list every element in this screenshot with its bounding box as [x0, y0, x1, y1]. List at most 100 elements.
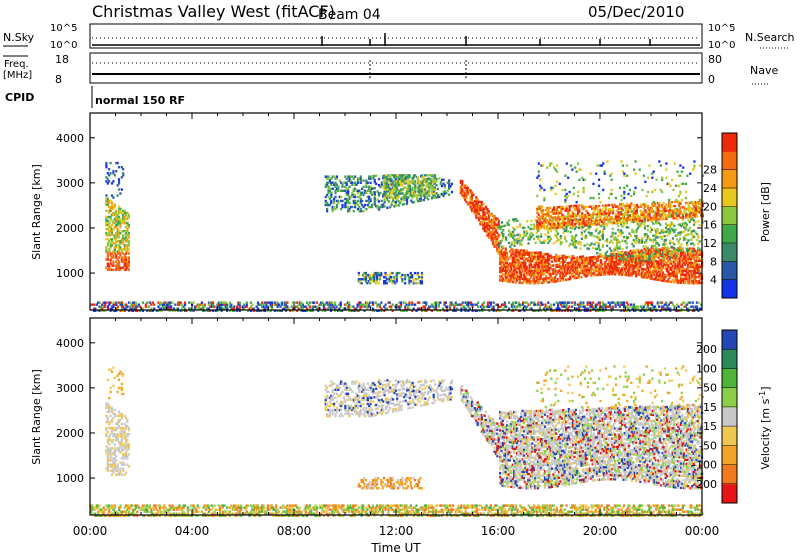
echo-cell — [650, 228, 654, 232]
echo-cell — [627, 216, 630, 220]
echo-cell — [216, 303, 219, 306]
echo-cell — [429, 182, 432, 185]
echo-cell — [605, 269, 608, 272]
echo-cell — [602, 210, 605, 213]
echo-cell — [639, 255, 642, 258]
echo-cell — [513, 228, 516, 231]
echo-cell — [668, 250, 671, 253]
echo-cell — [499, 256, 502, 260]
echo-cell — [241, 305, 244, 308]
echo-cell — [696, 265, 699, 269]
echo-cell — [635, 203, 639, 207]
echo-cell — [590, 264, 593, 267]
echo-cell — [614, 215, 617, 219]
echo-cell — [341, 189, 344, 193]
echo-cell — [694, 203, 697, 206]
echo-cell — [541, 213, 545, 216]
echo-cell — [675, 275, 678, 278]
echo-cell — [418, 188, 421, 191]
echo-cell — [115, 260, 118, 263]
echo-cell — [667, 215, 670, 219]
echo-cell — [543, 221, 546, 224]
echo-cell — [233, 305, 236, 308]
echo-cell — [115, 268, 118, 271]
echo-cell — [521, 251, 524, 254]
echo-cell — [652, 244, 655, 248]
echo-cell — [539, 223, 542, 227]
echo-cell — [341, 203, 344, 207]
echo-cell — [531, 257, 534, 261]
echo-cell — [674, 277, 677, 280]
echo-cell — [679, 273, 683, 276]
echo-cell — [693, 203, 696, 206]
echo-cell — [511, 256, 514, 259]
echo-cell — [595, 207, 598, 210]
echo-cell — [655, 216, 658, 219]
echo-cell — [484, 223, 488, 227]
echo-cell — [668, 268, 671, 271]
echo-cell — [545, 267, 548, 270]
echo-cell — [535, 277, 538, 281]
echo-cell — [573, 258, 576, 262]
echo-cell — [116, 213, 119, 217]
echo-cell — [559, 277, 562, 280]
echo-cell — [228, 309, 232, 312]
echo-cell — [394, 176, 397, 179]
echo-cell — [506, 223, 509, 227]
echo-cell — [661, 190, 664, 194]
echo-cell — [643, 257, 647, 260]
echo-cell — [645, 233, 648, 236]
echo-cell — [684, 251, 687, 254]
echo-cell — [339, 309, 342, 312]
echo-cell — [582, 178, 585, 181]
echo-cell — [662, 243, 665, 246]
echo-cell — [329, 303, 333, 306]
echo-cell — [546, 281, 549, 284]
echo-cell — [676, 170, 679, 173]
echo-cell — [108, 201, 111, 204]
echo-cell — [648, 255, 651, 258]
echo-cell — [624, 256, 627, 259]
echo-cell — [497, 252, 500, 255]
echo-cell — [510, 266, 513, 269]
echo-cell — [422, 176, 425, 179]
echo-cell — [701, 204, 704, 208]
echo-cell — [646, 270, 649, 274]
echo-cell — [116, 240, 119, 243]
echo-cell — [540, 227, 543, 230]
echo-cell — [109, 215, 112, 219]
echo-cell — [487, 236, 490, 239]
echo-cell — [643, 227, 647, 230]
echo-cell — [587, 256, 590, 259]
echo-cell — [383, 192, 386, 195]
echo-cell — [359, 209, 362, 213]
echo-cell — [117, 250, 121, 253]
echo-cell — [658, 272, 662, 276]
echo-cell — [644, 217, 647, 220]
echo-cell — [398, 190, 401, 193]
echo-cell — [634, 241, 637, 244]
echo-cell — [511, 260, 514, 263]
echo-cell — [696, 215, 699, 218]
echo-cell — [675, 250, 678, 254]
echo-cell — [574, 224, 577, 228]
echo-cell — [304, 305, 307, 308]
echo-cell — [568, 219, 571, 222]
echo-cell — [473, 212, 476, 215]
echo-cell — [519, 243, 522, 246]
echo-cell — [536, 275, 540, 279]
echo-cell — [326, 207, 329, 211]
echo-cell — [618, 245, 621, 248]
echo-cell — [621, 231, 624, 234]
echo-cell — [117, 188, 121, 191]
echo-cell — [667, 272, 670, 275]
echo-cell — [660, 279, 663, 282]
echo-cell — [375, 204, 378, 208]
echo-cell — [503, 273, 506, 277]
echo-cell — [401, 192, 404, 195]
echo-cell — [408, 176, 411, 179]
echo-cell — [667, 228, 670, 231]
echo-cell — [244, 305, 247, 308]
echo-cell — [562, 272, 565, 276]
